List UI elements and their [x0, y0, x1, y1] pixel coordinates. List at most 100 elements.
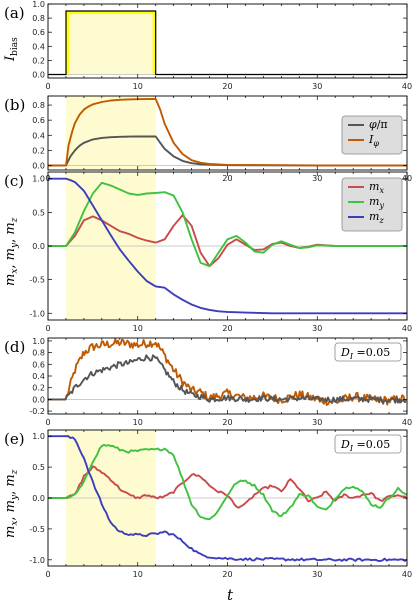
x-tick-label: 20: [222, 418, 232, 427]
y-label-main: m: [3, 526, 18, 538]
y-tick-label: 1.0: [32, 0, 45, 9]
x-tick-label: 10: [133, 418, 143, 427]
series-Iphi: [48, 338, 407, 406]
y-label-sub: y: [10, 494, 20, 501]
y-tick-label: 1.0: [32, 337, 45, 346]
y-axis-label: mx, my, mz: [3, 469, 20, 538]
series-mz: [48, 177, 407, 315]
annotation-rest: =0.05: [353, 346, 390, 359]
x-tick-label: 0: [45, 418, 50, 427]
annotation-sub: I: [349, 352, 354, 361]
x-tick-label: 40: [402, 82, 412, 91]
x-axis-label: t: [227, 586, 234, 604]
y-label-main: m: [3, 500, 18, 512]
y-label-main: I: [3, 55, 18, 62]
annotation-rest: =0.05: [353, 438, 390, 451]
x-tick-label: 40: [402, 570, 412, 579]
y-tick-label: 0.6: [32, 360, 45, 369]
annotation-text: DI =0.05: [340, 346, 390, 361]
panel-label: (b): [4, 96, 25, 114]
series-Ibias: [48, 10, 407, 76]
panel-label: (e): [4, 430, 25, 448]
annotation-box: [334, 434, 402, 454]
x-tick-label: 20: [222, 324, 232, 333]
y-tick-label: 0.2: [32, 56, 45, 65]
legend-label-rest: /π: [377, 118, 388, 131]
y-tick-label: -1.0: [29, 309, 45, 318]
y-tick-label: 0.0: [32, 494, 45, 503]
y-label-sep: ,: [3, 487, 18, 495]
series-my: [48, 181, 407, 268]
y-label-sub: bias: [10, 37, 20, 56]
y-tick-label: 0.2: [32, 146, 45, 155]
y-label-sep: ,: [3, 235, 18, 243]
panel-d: 0 10 20 30 40 -0.2 0.0 0.2 0.4 0.6 0.8 1.0 (d) DI =0.…: [4, 337, 412, 427]
panel-label: (d): [4, 338, 25, 356]
x-tick-label: 20: [222, 570, 232, 579]
y-tick-label: 0.5: [32, 463, 45, 472]
panels-group: 0 10 20 30 40 0.0 0.2 0.4 0.6 0.8 1.0 (a) Ibias 0 10 20…: [3, 0, 412, 579]
pulse-shade: [65, 96, 156, 170]
legend-label-mz: mz: [369, 210, 384, 225]
x-tick-label: 10: [133, 82, 143, 91]
y-tick-label: 0.0: [32, 70, 45, 79]
x-tick-label: 0: [45, 82, 50, 91]
y-label-sub: x: [10, 521, 20, 526]
y-tick-label: 0.4: [32, 372, 45, 381]
legend-label-main: I: [368, 133, 374, 146]
legend-label-main: φ: [369, 118, 377, 131]
y-tick-label: 0.6: [32, 116, 45, 125]
y-tick-label: 0.0: [32, 242, 45, 251]
x-tick-label: 30: [312, 570, 322, 579]
x-tick-label: 0: [45, 324, 50, 333]
y-tick-label: 0.0: [32, 161, 45, 170]
y-tick-label: 0.6: [32, 28, 45, 37]
legend-label-sub: y: [378, 201, 384, 210]
x-tick-label: 40: [402, 418, 412, 427]
y-tick-label: -0.5: [29, 276, 45, 285]
x-tick-label: 30: [312, 418, 322, 427]
panel-label: (a): [4, 4, 25, 22]
legend-label-Iphi: Iφ: [368, 133, 379, 148]
y-tick-label: 1.0: [32, 432, 45, 441]
y-tick-label: 0.2: [32, 384, 45, 393]
y-tick-label: 0.8: [32, 349, 45, 358]
y-label-main: m: [3, 274, 18, 286]
x-tick-label: 10: [133, 570, 143, 579]
y-axis-label: mx, my, mz: [3, 217, 20, 286]
y-tick-label: 0.4: [32, 131, 45, 140]
y-tick-label: 0.5: [32, 208, 45, 217]
y-tick-label: 0.8: [32, 101, 45, 110]
y-tick-label: -0.5: [29, 525, 45, 534]
legend-label-main: m: [369, 195, 379, 208]
legend-label-my: my: [369, 195, 384, 210]
annotation-main: D: [340, 346, 350, 359]
y-tick-label: -1.0: [29, 556, 45, 565]
x-tick-label: 30: [312, 82, 322, 91]
y-label-sub: x: [10, 269, 20, 274]
y-label-main: m: [3, 222, 18, 234]
x-tick-label: 10: [133, 324, 143, 333]
y-tick-label: 0.4: [32, 42, 45, 51]
y-axis-label: Ibias: [3, 37, 20, 62]
x-tick-label: 20: [222, 82, 232, 91]
y-tick-label: 0.8: [32, 14, 45, 23]
legend-label-main: m: [369, 180, 379, 193]
x-tick-label: 20: [222, 174, 232, 183]
x-tick-label: 30: [312, 174, 322, 183]
y-label-sep: ,: [3, 260, 18, 268]
panel-c: 0 10 20 30 40-1.0-0.50.00.51.0(c)mx, my, mzm…: [3, 171, 412, 333]
legend-label-sub: φ: [373, 139, 379, 148]
panel-a: 0 10 20 30 40 0.0 0.2 0.4 0.6 0.8 1.0 (a) Ibias: [3, 0, 412, 91]
y-label-main: m: [3, 474, 18, 486]
y-label-sub: z: [10, 217, 20, 223]
y-label-sep: ,: [3, 512, 18, 520]
series-my: [48, 443, 408, 521]
y-tick-label: 0.0: [32, 395, 45, 404]
legend-label-phi: φ/π: [369, 118, 388, 131]
legend-label-sub: z: [378, 216, 384, 225]
y-label-sub: y: [10, 242, 20, 249]
legend-label-sub: x: [379, 186, 384, 195]
